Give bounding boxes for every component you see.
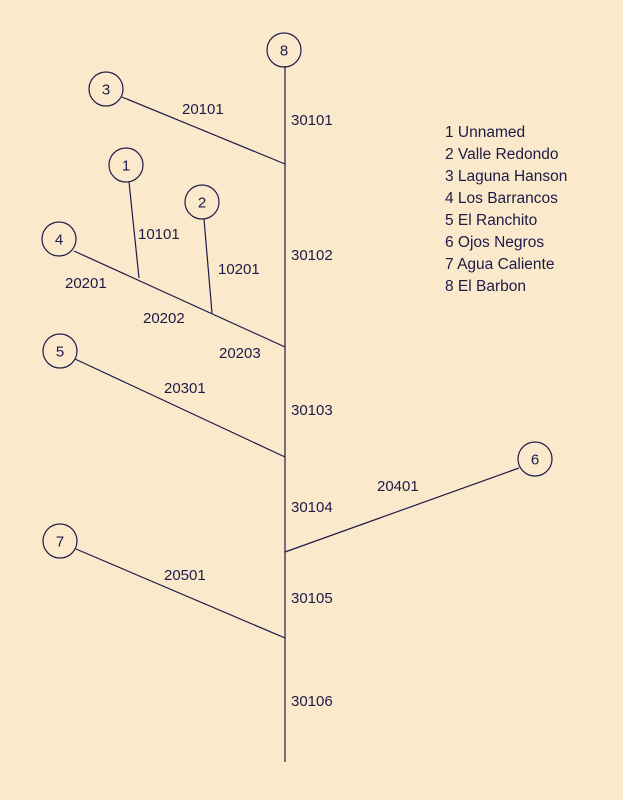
branch-line-6 (284, 467, 520, 553)
legend-item: 3 Laguna Hanson (445, 168, 568, 185)
legend-item: 1 Unnamed (445, 124, 526, 141)
legend-item: 4 Los Barrancos (445, 190, 558, 207)
node-3-circle (88, 71, 124, 107)
segment-label-20301: 20301 (164, 380, 206, 397)
node-1: 1 (108, 147, 144, 183)
node-7-number: 7 (56, 534, 64, 551)
node-6: 6 (517, 441, 553, 477)
branch-line-3 (121, 96, 286, 165)
legend-item: 5 El Ranchito (445, 212, 538, 229)
segment-label-30103: 30103 (291, 402, 333, 419)
branch-line-5 (74, 358, 286, 458)
legend-item: 6 Ojos Negros (445, 234, 545, 251)
segment-label-20101: 20101 (182, 101, 224, 118)
segment-label-20501: 20501 (164, 567, 206, 584)
segment-label-10201: 10201 (218, 261, 260, 278)
node-2-number: 2 (198, 195, 206, 212)
node-6-number: 6 (531, 452, 539, 469)
node-7-circle (42, 523, 78, 559)
node-4-circle (41, 221, 77, 257)
node-1-number: 1 (122, 158, 130, 175)
node-6-circle (517, 441, 553, 477)
segment-label-30104: 30104 (291, 499, 333, 516)
segment-label-20202: 20202 (143, 310, 185, 327)
segment-label-10101: 10101 (138, 226, 180, 243)
node-5-circle (42, 333, 78, 369)
legend-item: 7 Agua Caliente (445, 256, 555, 273)
segment-label-20201: 20201 (65, 275, 107, 292)
node-8-number: 8 (280, 43, 288, 60)
node-3: 3 (88, 71, 124, 107)
segment-label-30102: 30102 (291, 247, 333, 264)
legend: 1 Unnamed 2 Valle Redondo 3 Laguna Hanso… (445, 122, 567, 298)
legend-item: 8 El Barbon (445, 278, 526, 295)
node-5-number: 5 (56, 344, 64, 361)
node-1-circle (108, 147, 144, 183)
node-4: 4 (41, 221, 77, 257)
segment-label-30105: 30105 (291, 590, 333, 607)
node-2: 2 (184, 184, 220, 220)
segment-label-30106: 30106 (291, 693, 333, 710)
branch-line-1 (128, 181, 140, 279)
node-7: 7 (42, 523, 78, 559)
segment-label-30101: 30101 (291, 112, 333, 129)
node-5: 5 (42, 333, 78, 369)
segment-label-20401: 20401 (377, 478, 419, 495)
node-4-number: 4 (55, 232, 63, 249)
node-3-number: 3 (102, 82, 110, 99)
node-2-circle (184, 184, 220, 220)
legend-item: 2 Valle Redondo (445, 146, 559, 163)
node-8-circle (266, 32, 302, 68)
segment-label-20203: 20203 (219, 345, 261, 362)
branch-line-7 (75, 548, 286, 639)
branch-line-4 (73, 250, 286, 348)
node-8: 8 (266, 32, 302, 68)
branch-line-2 (203, 218, 213, 314)
